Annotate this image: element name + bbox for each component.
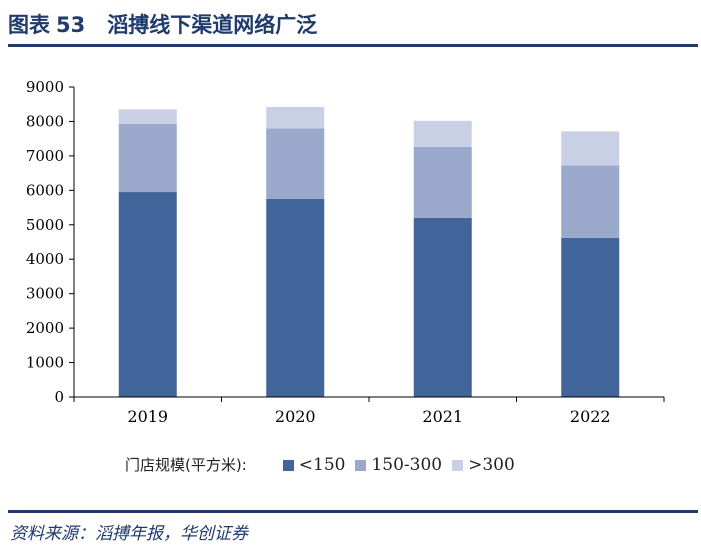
y-tick-label-3: 3000 [26, 285, 64, 303]
bar-2022-series-2 [561, 131, 620, 166]
legend: 门店规模(平方米): <150 150-300 >300 [125, 453, 525, 477]
x-tick-label-2020: 2020 [275, 407, 316, 426]
bar-2020-series-1 [266, 128, 325, 199]
y-tick-label-5: 5000 [26, 216, 64, 234]
figure-title: 图表 53 滔搏线下渠道网络广泛 [8, 8, 317, 42]
x-tick-label-2022: 2022 [570, 407, 611, 426]
bar-2019-series-0 [118, 192, 177, 397]
figure-title-text: 滔搏线下渠道网络广泛 [107, 13, 318, 37]
source-note: 资料来源：滔搏年报，华创证券 [10, 524, 248, 544]
legend-title: 门店规模(平方米): [125, 456, 247, 474]
bar-2021-series-2 [413, 120, 472, 147]
x-tick-label-2019: 2019 [127, 407, 168, 426]
y-tick-label-1: 1000 [26, 354, 64, 372]
y-tick-label-6: 6000 [26, 181, 64, 199]
figure-number: 53 [56, 13, 86, 37]
legend-item-large: >300 [452, 453, 515, 477]
bar-2019-series-1 [118, 123, 177, 193]
legend-label-large: >300 [468, 455, 515, 475]
legend-label-mid: 150-300 [371, 455, 443, 475]
bar-2021-series-0 [413, 217, 472, 397]
legend-swatch-large [452, 459, 464, 471]
legend-label-small: <150 [298, 455, 346, 475]
y-tick-label-9: 9000 [26, 78, 64, 96]
stacked-bar-chart: 0 1000 2000 3000 4000 5000 6000 7000 8000 9000 201… [26, 78, 665, 426]
legend-swatch-mid [355, 459, 367, 471]
figure-label: 图表 [8, 13, 50, 37]
bar-2022-series-0 [561, 237, 620, 397]
bar-2019-series-2 [118, 109, 177, 124]
legend-swatch-small [282, 459, 294, 471]
y-tick-label-8: 8000 [26, 112, 64, 130]
bar-2021-series-1 [413, 146, 472, 218]
bar-2020-series-0 [266, 198, 325, 397]
bottom-divider [8, 510, 698, 513]
title-divider [8, 44, 698, 47]
bar-2022-series-1 [561, 165, 620, 238]
x-tick-label-2021: 2021 [422, 407, 463, 426]
legend-item-mid: 150-300 [355, 453, 442, 477]
y-tick-label-0: 0 [54, 388, 64, 406]
bar-2020-series-2 [266, 106, 325, 129]
y-tick-label-7: 7000 [26, 147, 64, 165]
y-tick-label-4: 4000 [26, 250, 64, 268]
legend-item-small: <150 [282, 453, 346, 477]
y-tick-label-2: 2000 [26, 319, 64, 337]
